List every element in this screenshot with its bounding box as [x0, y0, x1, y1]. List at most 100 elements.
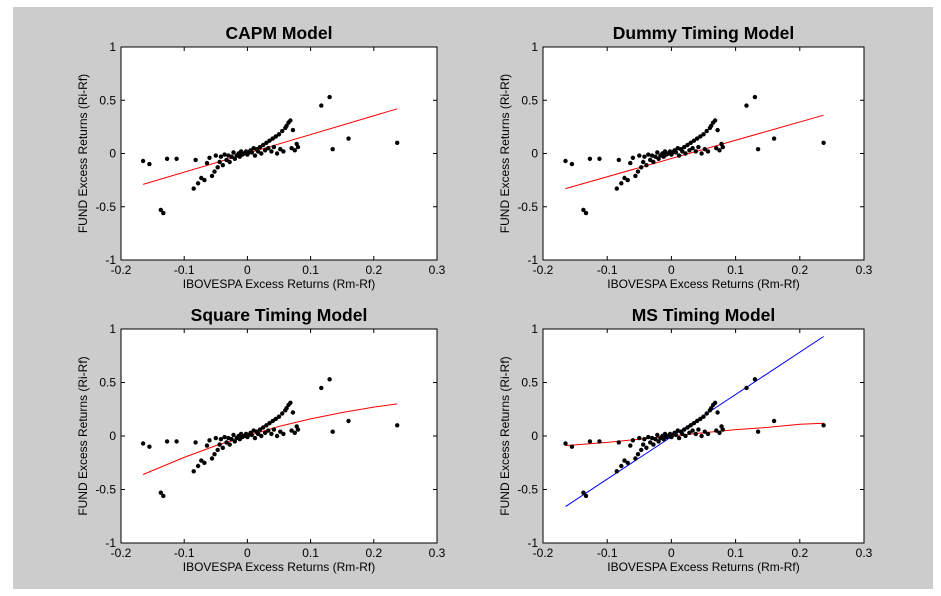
data-point — [140, 441, 146, 446]
data-point — [715, 410, 720, 415]
data-point — [630, 155, 636, 160]
data-point — [215, 447, 220, 453]
data-point — [289, 146, 294, 151]
x-tick-label: 0 — [668, 263, 675, 277]
data-point — [685, 425, 690, 430]
data-point — [207, 155, 212, 160]
data-point — [174, 156, 179, 161]
x-tick-label: 0.1 — [302, 546, 319, 560]
data-point — [619, 463, 624, 469]
data-point — [274, 433, 280, 439]
data-point — [174, 439, 179, 444]
data-point — [212, 452, 217, 457]
data-point — [688, 423, 693, 428]
chart-title: MS Timing Model — [632, 305, 776, 325]
y-axis-label: FUND Excess Returns (Ri-Rf) — [76, 74, 90, 233]
data-point — [714, 428, 719, 433]
data-point — [597, 156, 602, 161]
data-point — [625, 177, 630, 183]
y-axis-label: FUND Excess Returns (Ri-Rf) — [76, 356, 90, 515]
data-point — [273, 416, 278, 422]
data-point — [327, 377, 332, 382]
chart-title: CAPM Model — [226, 23, 333, 43]
data-point — [217, 442, 222, 447]
data-point — [685, 142, 690, 148]
data-point — [161, 493, 166, 499]
y-tick-label: 1 — [109, 322, 116, 336]
data-point — [644, 445, 649, 450]
data-point — [644, 163, 649, 168]
data-point — [209, 456, 215, 461]
data-point — [712, 400, 718, 405]
data-point — [690, 146, 695, 151]
data-point — [346, 418, 351, 424]
data-point — [199, 458, 204, 463]
data-point — [330, 147, 335, 152]
data-point — [704, 128, 709, 134]
x-tick-label: -0.2 — [111, 263, 132, 277]
data-point — [269, 431, 274, 437]
data-point — [193, 157, 198, 163]
data-point — [229, 154, 234, 159]
data-point — [161, 210, 166, 216]
data-point — [284, 123, 289, 128]
chart-title: Dummy Timing Model — [613, 23, 795, 43]
data-point — [290, 127, 296, 133]
data-point — [752, 94, 758, 100]
x-tick-label: 0.3 — [856, 546, 873, 560]
data-point — [232, 439, 237, 444]
x-axis-label: IBOVESPA Excess Returns (Rm-Rf) — [183, 277, 376, 291]
data-point — [628, 443, 633, 448]
data-point — [563, 441, 568, 446]
data-point — [720, 427, 725, 432]
subplot-2: Dummy Timing Model -0.2 -0.1 0 0.1 0.2 0.3 -1 -0… — [498, 23, 873, 291]
data-point — [147, 161, 152, 167]
data-point — [227, 442, 232, 447]
subplot-3: Square Timing Model -0.2 -0.1 0 0.1 0.2 0.3 -1 -… — [76, 305, 446, 574]
x-tick-label: -0.1 — [174, 263, 195, 277]
data-point — [694, 418, 700, 424]
data-point — [639, 165, 644, 170]
x-tick-label: 0.2 — [791, 546, 808, 560]
data-point — [680, 149, 685, 154]
data-point — [581, 207, 586, 213]
y-tick-label: 0.5 — [521, 376, 538, 390]
data-point — [702, 147, 707, 152]
data-point — [622, 458, 627, 463]
data-point — [635, 452, 641, 457]
data-point — [295, 427, 301, 432]
data-point — [688, 140, 693, 145]
y-tick-label: -0.5 — [95, 200, 116, 214]
data-point — [646, 152, 651, 157]
y-tick-label: 0 — [109, 429, 116, 443]
data-point — [267, 138, 272, 143]
data-point — [257, 427, 263, 432]
data-point — [715, 127, 720, 133]
data-point — [705, 431, 711, 437]
data-point — [704, 411, 709, 416]
data-point — [755, 429, 761, 434]
y-axis-label: FUND Excess Returns (Ri-Rf) — [498, 74, 512, 233]
data-point — [262, 430, 268, 435]
data-point — [267, 421, 272, 426]
data-point — [276, 414, 282, 419]
data-point — [195, 181, 201, 186]
data-point — [295, 144, 301, 150]
data-point — [222, 434, 227, 440]
data-point — [259, 151, 264, 156]
data-point — [614, 469, 619, 474]
fit-line — [142, 403, 398, 475]
data-point — [319, 385, 324, 391]
data-point — [232, 156, 237, 161]
data-point — [158, 490, 163, 495]
data-point — [273, 134, 278, 139]
x-tick-label: 0 — [244, 263, 251, 277]
data-point — [648, 440, 653, 445]
data-point — [207, 438, 212, 443]
data-point — [224, 157, 229, 163]
data-layer — [140, 94, 400, 216]
data-point — [202, 177, 207, 183]
y-tick-label: -0.5 — [517, 200, 538, 214]
data-point — [614, 186, 619, 191]
data-point — [395, 140, 400, 145]
